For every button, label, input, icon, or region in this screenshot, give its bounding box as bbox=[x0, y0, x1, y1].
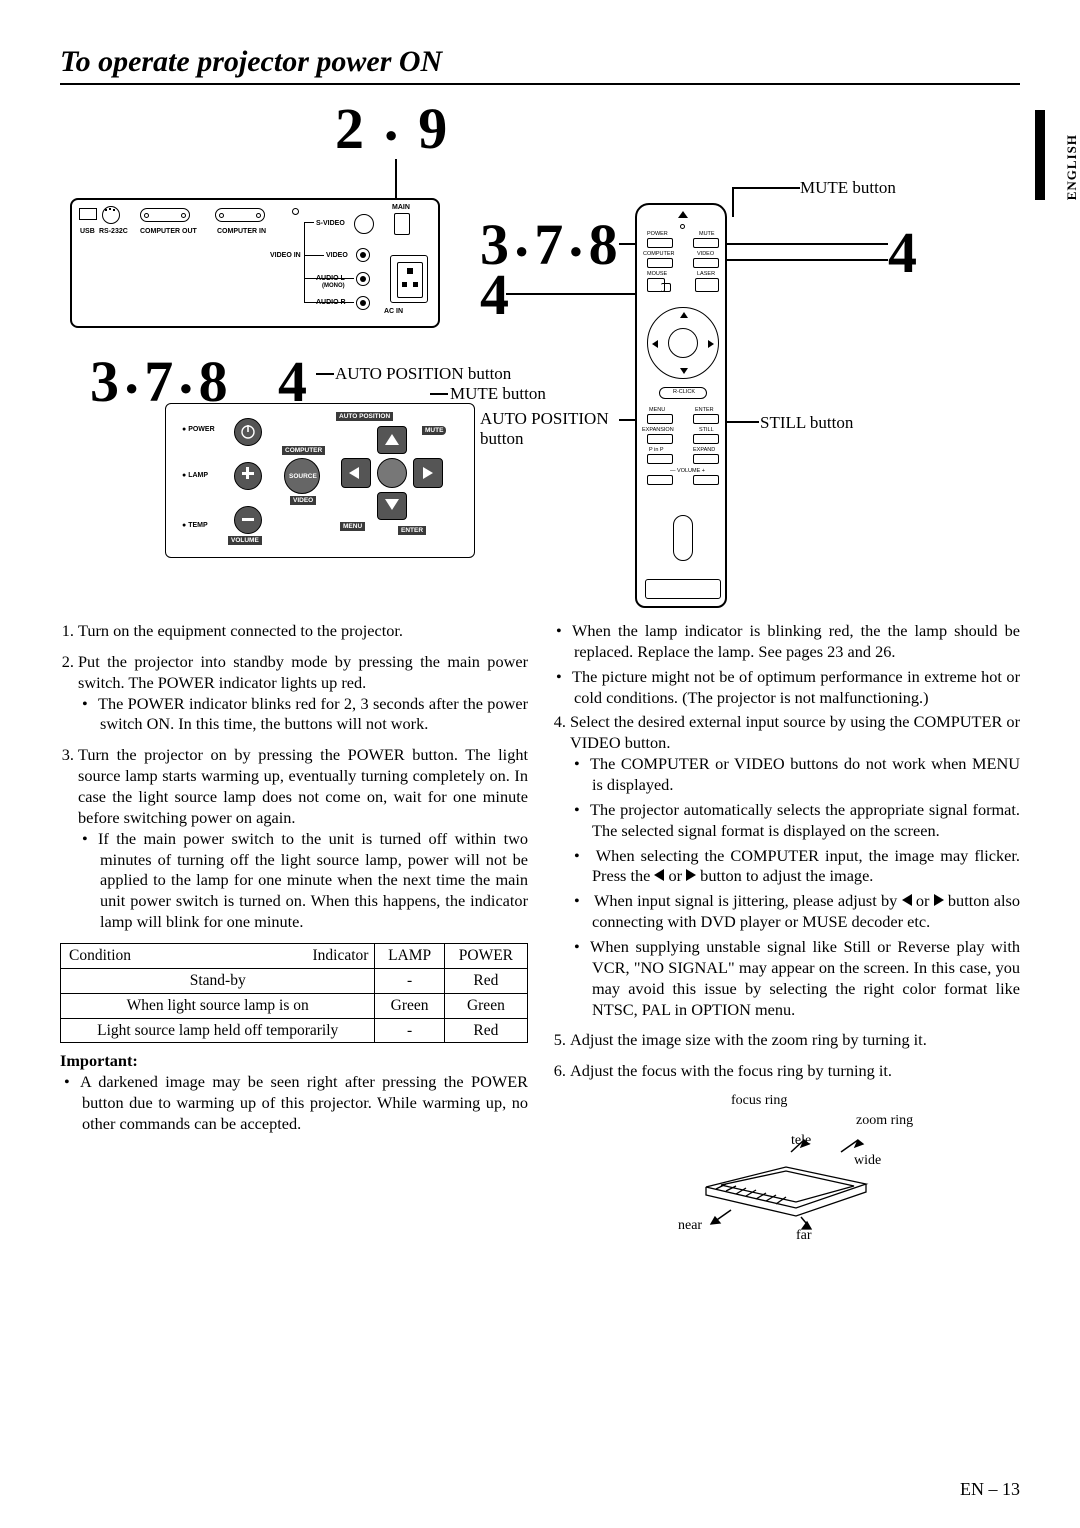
remote-laser: LASER bbox=[697, 271, 715, 277]
table-row: When light source lamp is onGreenGreen bbox=[61, 993, 528, 1018]
step-4-bullet-d: When input signal is jittering, please a… bbox=[592, 891, 1020, 933]
leader-line bbox=[732, 187, 734, 217]
right-arrow-icon bbox=[686, 869, 696, 881]
label-computer: COMPUTER bbox=[282, 446, 325, 455]
label-usb: USB bbox=[80, 228, 95, 235]
page-number: EN – 13 bbox=[960, 1479, 1020, 1500]
step-4: Select the desired external input source… bbox=[570, 712, 1020, 1020]
remote-mouse: MOUSE bbox=[647, 271, 667, 277]
label-autoposition: AUTO POSITION bbox=[336, 412, 393, 421]
table-row: Stand-by-Red bbox=[61, 968, 528, 993]
remote-expand: EXPAND bbox=[693, 447, 715, 453]
label-svideo: S-VIDEO bbox=[316, 220, 345, 227]
autopos-label-mid: AUTO POSITION button bbox=[335, 364, 511, 384]
right-bullet-1: When the lamp indicator is blinking red,… bbox=[574, 621, 1020, 663]
label-volume: VOLUME bbox=[228, 536, 262, 545]
remote-pinp: P in P bbox=[649, 447, 664, 453]
label-near: near bbox=[678, 1217, 702, 1235]
label-zoom-ring: zoom ring bbox=[856, 1112, 913, 1130]
label-mono: (MONO) bbox=[322, 283, 345, 289]
step-3: Turn the projector on by pressing the PO… bbox=[78, 745, 528, 933]
control-panel-diagram: ● POWER ● LAMP ● TEMP VOLUME COMPUTER SO… bbox=[165, 403, 475, 558]
remote-menu: MENU bbox=[649, 407, 665, 413]
label-power: POWER bbox=[188, 426, 214, 433]
label-main: MAIN bbox=[392, 204, 410, 211]
remote-still: STILL bbox=[699, 427, 714, 433]
remote-enter: ENTER bbox=[695, 407, 714, 413]
left-arrow-icon bbox=[902, 894, 912, 906]
leader-line bbox=[732, 187, 800, 189]
body-columns: Turn on the equipment connected to the p… bbox=[60, 621, 1020, 1242]
right-arrow-icon bbox=[934, 894, 944, 906]
leader-line bbox=[430, 393, 448, 395]
label-computer-in: COMPUTER IN bbox=[217, 228, 266, 235]
step-4-bullet-a: The COMPUTER or VIDEO buttons do not wor… bbox=[592, 754, 1020, 796]
language-bar bbox=[1035, 110, 1045, 200]
autopos-label-remote: AUTO POSITION button bbox=[480, 409, 620, 449]
step-6: Adjust the focus with the focus ring by … bbox=[570, 1061, 1020, 1082]
th-power: POWER bbox=[444, 944, 527, 969]
step-4-bullet-b: The projector automatically selects the … bbox=[592, 800, 1020, 842]
label-computer-out: COMPUTER OUT bbox=[140, 228, 197, 235]
step-ref-remote-right: 4 bbox=[888, 219, 917, 286]
step-2-bullet: The POWER indicator blinks red for 2, 3 … bbox=[100, 694, 528, 736]
important-bullet: A darkened image may be seen right after… bbox=[82, 1072, 528, 1135]
remote-volume: VOLUME bbox=[677, 468, 700, 474]
label-focus-ring: focus ring bbox=[731, 1092, 787, 1110]
diagram-area: 2 ● 9 3●7●8 4 3●7●8 4 4 MUTE button AUTO… bbox=[60, 103, 1020, 613]
left-column: Turn on the equipment connected to the p… bbox=[60, 621, 528, 1242]
remote-power: POWER bbox=[647, 231, 668, 237]
indicator-table: Indicator Condition LAMP POWER Stand-by-… bbox=[60, 943, 528, 1043]
label-wide: wide bbox=[854, 1152, 881, 1170]
label-lamp: LAMP bbox=[188, 472, 208, 479]
step-1: Turn on the equipment connected to the p… bbox=[78, 621, 528, 642]
table-row: Light source lamp held off temporarily-R… bbox=[61, 1018, 528, 1043]
th-indicator: Indicator bbox=[312, 946, 368, 966]
label-videoin: VIDEO IN bbox=[270, 252, 301, 259]
mute-label-mid: MUTE button bbox=[450, 384, 546, 404]
rear-panel-diagram: USB RS-232C COMPUTER OUT COMPUTER IN S-V… bbox=[70, 198, 440, 328]
remote-video: VIDEO bbox=[697, 251, 714, 257]
leader-line bbox=[725, 259, 888, 261]
label-tele: tele bbox=[791, 1132, 811, 1150]
remote-diagram: POWER MUTE COMPUTER VIDEO MOUSE LASER R-… bbox=[635, 203, 727, 608]
label-acin: AC IN bbox=[384, 308, 403, 315]
label-far: far bbox=[796, 1227, 812, 1245]
leader-line bbox=[506, 293, 635, 295]
step-ref-right-b: 4 bbox=[480, 261, 509, 328]
right-column: When the lamp indicator is blinking red,… bbox=[552, 621, 1020, 1242]
language-tab: ENGLISH bbox=[1064, 130, 1080, 204]
th-lamp: LAMP bbox=[375, 944, 444, 969]
leader-line bbox=[725, 421, 759, 423]
ring-sketch: focus ring zoom ring tele wide near far bbox=[636, 1092, 936, 1242]
left-arrow-icon bbox=[654, 869, 664, 881]
right-bullet-2: The picture might not be of optimum perf… bbox=[574, 667, 1020, 709]
leader-line bbox=[395, 159, 397, 201]
step-3-bullet: If the main power switch to the unit is … bbox=[100, 829, 528, 933]
leader-line bbox=[725, 243, 888, 245]
label-enter-ctrl: ENTER bbox=[398, 526, 426, 535]
remote-mute: MUTE bbox=[699, 231, 715, 237]
mute-label-top: MUTE button bbox=[800, 178, 896, 198]
remote-rclick: R-CLICK bbox=[673, 389, 695, 395]
label-video: VIDEO bbox=[326, 252, 348, 259]
step-2: Put the projector into standby mode by p… bbox=[78, 652, 528, 735]
step-5: Adjust the image size with the zoom ring… bbox=[570, 1030, 1020, 1051]
page-title: To operate projector power ON bbox=[60, 45, 1020, 85]
label-mute-ctrl: MUTE bbox=[422, 426, 446, 435]
step-4-bullet-e: When supplying unstable signal like Stil… bbox=[592, 937, 1020, 1020]
leader-line bbox=[316, 373, 334, 375]
step-4-bullet-c: When selecting the COMPUTER input, the i… bbox=[592, 846, 1020, 888]
still-label: STILL button bbox=[760, 413, 853, 433]
th-condition: Condition bbox=[69, 947, 131, 964]
label-menu-ctrl: MENU bbox=[340, 522, 365, 531]
label-temp: TEMP bbox=[188, 522, 207, 529]
label-rs232c: RS-232C bbox=[99, 228, 128, 235]
step-ref-top: 2 ● 9 bbox=[335, 95, 447, 162]
label-source: SOURCE bbox=[286, 472, 320, 481]
remote-expansion: EXPANSION bbox=[642, 427, 674, 433]
label-video-ctrl: VIDEO bbox=[290, 496, 316, 505]
important-heading: Important: bbox=[60, 1051, 528, 1072]
remote-computer: COMPUTER bbox=[643, 251, 674, 257]
